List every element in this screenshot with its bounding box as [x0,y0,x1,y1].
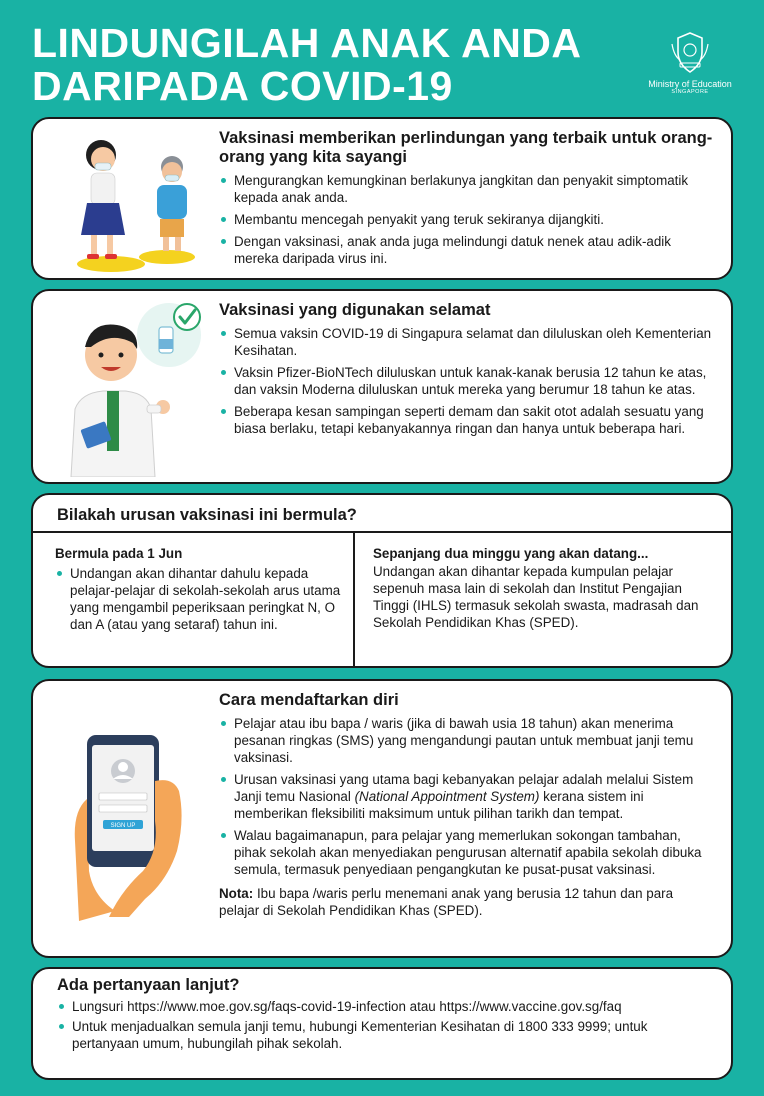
list-item: Beberapa kesan sampingan seperti demam d… [219,403,713,437]
registration-content: Cara mendaftarkan diri Pelajar atau ibu … [219,691,713,919]
registration-list: Pelajar atau ibu bapa / waris (jika di b… [219,715,713,878]
questions-content: Ada pertanyaan lanjut? Lungsuri https://… [57,976,711,1052]
bullet-text: kerana sistem ini memberikan fleksibilit… [234,789,644,821]
moe-logo: Ministry of Education SINGAPORE [640,30,740,95]
protection-card: Vaksinasi memberikan perlindungan yang t… [31,117,733,280]
schedule-heading: Bilakah urusan vaksinasi ini bermula? [57,506,357,524]
crest-icon [671,32,709,73]
note-text: Ibu bapa /waris perlu menemani anak yang… [219,886,674,918]
column-1-list: Undangan akan dihantar dahulu kepada pel… [55,565,345,633]
questions-card: Ada pertanyaan lanjut? Lungsuri https://… [31,967,733,1080]
safety-card: Vaksinasi yang digunakan selamat Semua v… [31,289,733,484]
bullet-italic-text: (National Appointment System) [354,789,540,804]
list-item: Walau bagaimanapun, para pelajar yang me… [219,827,713,878]
column-1-title: Bermula pada 1 Jun [55,546,183,561]
list-item: Dengan vaksinasi, anak anda juga melindu… [219,233,713,267]
column-2-title: Sepanjang dua minggu yang akan datang... [373,546,649,561]
protection-heading: Vaksinasi memberikan perlindungan yang t… [219,129,713,166]
list-item: Semua vaksin COVID-19 di Singapura selam… [219,325,713,359]
questions-heading: Ada pertanyaan lanjut? [57,976,240,994]
logo-subtext: SINGAPORE [671,89,709,95]
note-label: Nota: [219,886,254,901]
children-illustration [77,140,195,272]
phone-illustration: SIGN UP [74,735,182,921]
column-2-text: Undangan akan dihantar kepada kumpulan p… [373,564,699,630]
bullet-text: Urusan vaksinasi yang utama bagi kebanya… [234,772,694,804]
column-divider [353,533,355,666]
safety-content: Vaksinasi yang digunakan selamat Semua v… [219,301,713,437]
sign-up-label: SIGN UP [111,823,136,829]
list-item: Undangan akan dihantar dahulu kepada pel… [55,565,345,633]
registration-heading: Cara mendaftarkan diri [219,691,399,709]
schedule-card: Bilakah urusan vaksinasi ini bermula? Be… [31,493,733,668]
page-title: LINDUNGILAH ANAK ANDA DARIPADA COVID-19 [32,22,582,108]
logo-text: Ministry of Education [648,79,732,89]
title-line-1: LINDUNGILAH ANAK ANDA [32,20,582,66]
doctor-illustration [70,303,201,477]
registration-note: Nota: Ibu bapa /waris perlu menemani ana… [219,885,713,919]
list-item: Lungsuri https://www.moe.gov.sg/faqs-cov… [57,998,711,1015]
questions-list: Lungsuri https://www.moe.gov.sg/faqs-cov… [57,998,711,1052]
list-item: Mengurangkan kemungkinan berlakunya jang… [219,172,713,206]
list-item: Urusan vaksinasi yang utama bagi kebanya… [219,771,713,822]
list-item: Untuk menjadualkan semula janji temu, hu… [57,1018,711,1052]
protection-content: Vaksinasi memberikan perlindungan yang t… [219,129,713,267]
list-item: Membantu mencegah penyakit yang teruk se… [219,211,713,228]
schedule-column-1: Bermula pada 1 Jun Undangan akan dihanta… [55,545,345,633]
safety-list: Semua vaksin COVID-19 di Singapura selam… [219,325,713,437]
list-item: Pelajar atau ibu bapa / waris (jika di b… [219,715,713,766]
protection-list: Mengurangkan kemungkinan berlakunya jang… [219,172,713,267]
registration-card: SIGN UP Cara mendaftarkan diri Pelajar a… [31,679,733,958]
schedule-header: Bilakah urusan vaksinasi ini bermula? [33,495,731,533]
list-item: Vaksin Pfizer-BioNTech diluluskan untuk … [219,364,713,398]
schedule-column-2: Sepanjang dua minggu yang akan datang...… [373,545,713,631]
safety-heading: Vaksinasi yang digunakan selamat [219,301,491,319]
title-line-2: DARIPADA COVID-19 [32,63,453,109]
